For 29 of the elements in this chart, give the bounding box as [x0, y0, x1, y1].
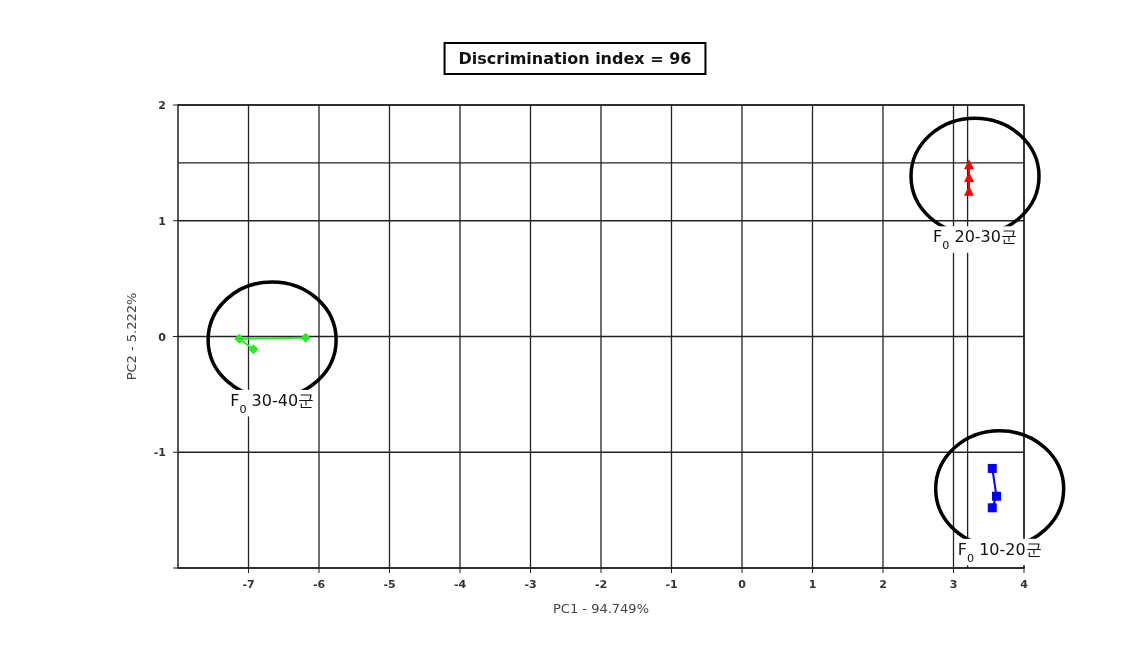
point — [987, 503, 997, 513]
x-tick-label: -1 — [665, 578, 678, 591]
x-tick-label: 3 — [949, 578, 958, 591]
x-tick-label: 0 — [738, 578, 747, 591]
y-tick-label: 2 — [158, 99, 166, 112]
x-axis-title: PC1 - 94.749% — [553, 601, 649, 616]
text: F$_{0}$ 30-40군 — [230, 390, 315, 416]
x-tick-label: -4 — [453, 578, 467, 591]
point — [992, 491, 1002, 501]
point — [964, 159, 975, 170]
x-tick-label: -2 — [594, 578, 608, 591]
chart-title: Discrimination index = 96 — [458, 49, 692, 68]
text: F$_{0}$ 20-30군 — [933, 227, 1017, 252]
text: F$_{0}$ 10-20군 — [957, 539, 1042, 565]
y-tick-label: -1 — [153, 446, 166, 460]
point — [987, 463, 997, 473]
point — [300, 332, 311, 343]
y-axis-title: PC2 - 5.222% — [124, 292, 139, 381]
y-tick-label: 0 — [158, 330, 167, 344]
x-tick-label: -5 — [383, 578, 396, 591]
x-tick-label: -3 — [524, 578, 537, 591]
y-tick-label: 1 — [158, 214, 166, 228]
point — [234, 333, 245, 344]
x-tick-label: 1 — [808, 578, 817, 591]
x-tick-label: 4 — [1020, 578, 1029, 591]
x-tick-label: -6 — [312, 578, 326, 591]
point — [248, 344, 259, 355]
x-tick-label: 2 — [879, 578, 887, 591]
x-tick-label: -7 — [242, 578, 255, 591]
